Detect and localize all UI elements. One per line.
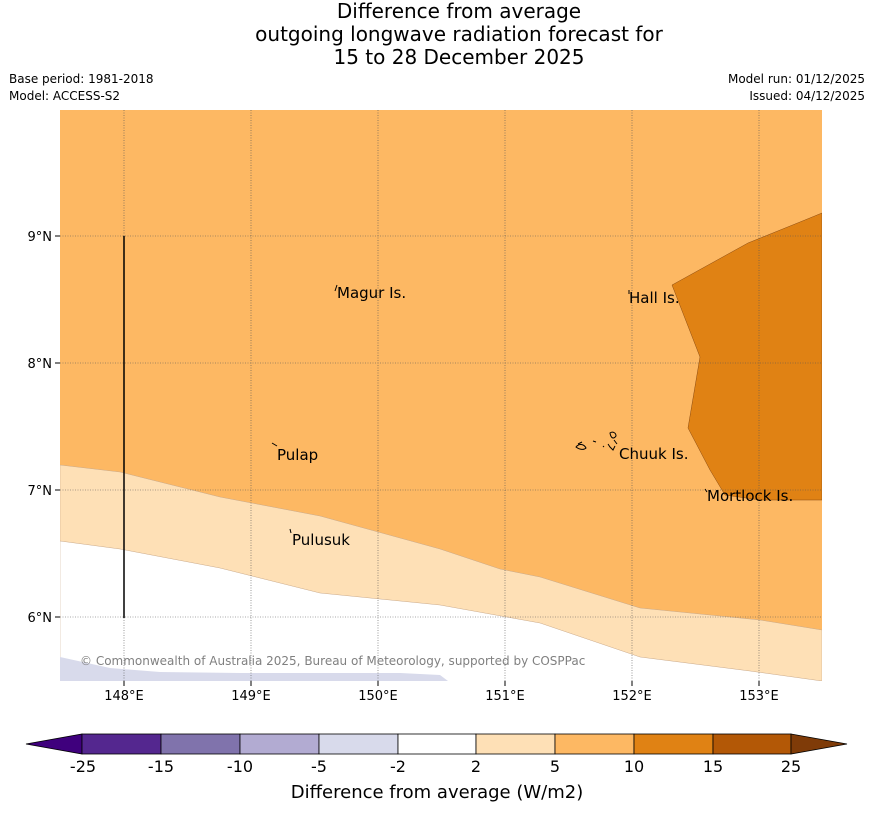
colorbar-bin-9	[712, 733, 792, 755]
lon-label-149e: 149°E	[231, 689, 271, 704]
map-area: Magur Is. Hall Is. Pulap Chuuk Is. Mortl…	[60, 110, 822, 681]
anomaly-region-neutral	[60, 540, 822, 681]
place-mortlock: Mortlock Is.	[707, 487, 793, 505]
colorbar-tick: -2	[390, 757, 406, 776]
pulap-island-shape	[271, 442, 278, 447]
issued-date: Issued: 04/12/2025	[749, 89, 865, 103]
colorbar-tick: 25	[781, 757, 801, 776]
colorbar-bin-2	[160, 733, 241, 755]
colorbar-bin-7	[554, 733, 635, 755]
lon-label-148e: 148°E	[104, 689, 144, 704]
colorbar-title: Difference from average (W/m2)	[291, 782, 583, 803]
map-title: Difference from average outgoing longwav…	[0, 0, 873, 69]
colorbar-tick: -15	[148, 757, 174, 776]
chuuk-island-shapes	[575, 431, 618, 451]
model-run: Model run: 01/12/2025	[727, 72, 865, 86]
base-period: Base period: 1981-2018	[9, 72, 154, 86]
lat-label-9n: 9°N	[28, 230, 53, 245]
colorbar-tick: 5	[550, 757, 560, 776]
colorbar-extend-low	[25, 733, 83, 755]
meta-right: Model run: 01/12/2025 Issued: 04/12/2025	[728, 71, 865, 105]
colorbar-tick: -25	[70, 757, 96, 776]
model-name: Model: ACCESS-S2	[9, 89, 121, 103]
colorbar-bin-3	[239, 733, 320, 755]
lat-label-8n: 8°N	[28, 357, 53, 372]
colorbar-bin-4	[318, 733, 399, 755]
lon-label-150e: 150°E	[358, 689, 398, 704]
colorbar-tick: 10	[624, 757, 644, 776]
graticule	[60, 110, 822, 681]
lat-label-7n: 7°N	[28, 484, 53, 499]
place-chuuk: Chuuk Is.	[619, 445, 688, 463]
meta-left: Base period: 1981-2018 Model: ACCESS-S2	[9, 71, 154, 105]
colorbar-bin-1	[81, 733, 162, 755]
copyright-notice: © Commonwealth of Australia 2025, Bureau…	[80, 654, 585, 668]
title-line-1: Difference from average	[336, 0, 582, 23]
colorbar-tick: 15	[703, 757, 723, 776]
colorbar-bin-5	[397, 733, 477, 755]
colorbar: -25 -15 -10 -5 -2 2 5 10 15 25 Differenc…	[25, 733, 848, 803]
colorbar-tick: 2	[471, 757, 481, 776]
place-hall: Hall Is.	[629, 289, 680, 307]
lon-label-153e: 153°E	[739, 689, 779, 704]
colorbar-bin-6	[475, 733, 556, 755]
anomaly-region-negative	[60, 657, 448, 681]
colorbar-bin-8	[633, 733, 714, 755]
pulusuk-island-shape	[289, 528, 292, 534]
axis-ticks	[55, 235, 760, 686]
title-line-3: 15 to 28 December 2025	[333, 45, 585, 69]
lon-label-152e: 152°E	[612, 689, 652, 704]
place-pulusuk: Pulusuk	[292, 531, 350, 549]
colorbar-extend-high	[790, 733, 848, 755]
island-markers	[271, 284, 708, 534]
colorbar-tick: -10	[227, 757, 253, 776]
anomaly-region-10-15	[671, 212, 822, 501]
title-line-2: outgoing longwave radiation forecast for	[255, 22, 663, 46]
colorbar-tick: -5	[311, 757, 327, 776]
lon-label-151e: 151°E	[485, 689, 525, 704]
lat-label-6n: 6°N	[28, 611, 53, 626]
place-magur: Magur Is.	[337, 284, 406, 302]
mortlock-island-shape	[704, 488, 708, 493]
magur-island-shape	[334, 284, 338, 292]
place-pulap: Pulap	[277, 446, 318, 464]
